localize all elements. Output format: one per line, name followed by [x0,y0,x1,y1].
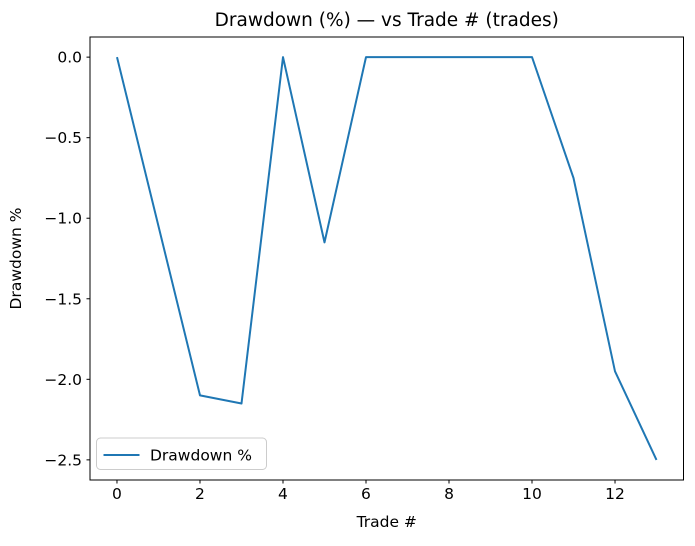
y-tick-label: −0.5 [44,129,82,147]
y-tick-label: −2.0 [44,371,82,389]
legend-label: Drawdown % [150,447,252,465]
y-tick-label: −1.5 [44,290,82,308]
plot-area-border [89,36,684,481]
y-tick-label: −2.5 [44,451,82,469]
x-tick-label: 4 [278,485,288,503]
x-tick-label: 12 [605,485,625,503]
drawdown-line-series [116,56,658,461]
legend-box [96,437,267,470]
x-tick-label: 0 [112,485,122,503]
x-tick-label: 6 [361,485,371,503]
chart-title: Drawdown (%) — vs Trade # (trades) [215,10,559,31]
x-tick-label: 8 [444,485,454,503]
legend: Drawdown % [96,437,267,470]
y-axis-label: Drawdown % [7,208,25,310]
x-tick-label: 10 [522,485,542,503]
y-axis-ticks: 0.0 −0.5 −1.0 −1.5 −2.0 −2.5 [44,49,90,469]
y-tick-label: 0.0 [57,49,82,67]
x-axis-ticks: 0 2 4 6 8 10 12 [112,480,625,503]
y-tick-label: −1.0 [44,210,82,228]
x-tick-label: 2 [195,485,205,503]
x-axis-label: Trade # [356,513,417,531]
